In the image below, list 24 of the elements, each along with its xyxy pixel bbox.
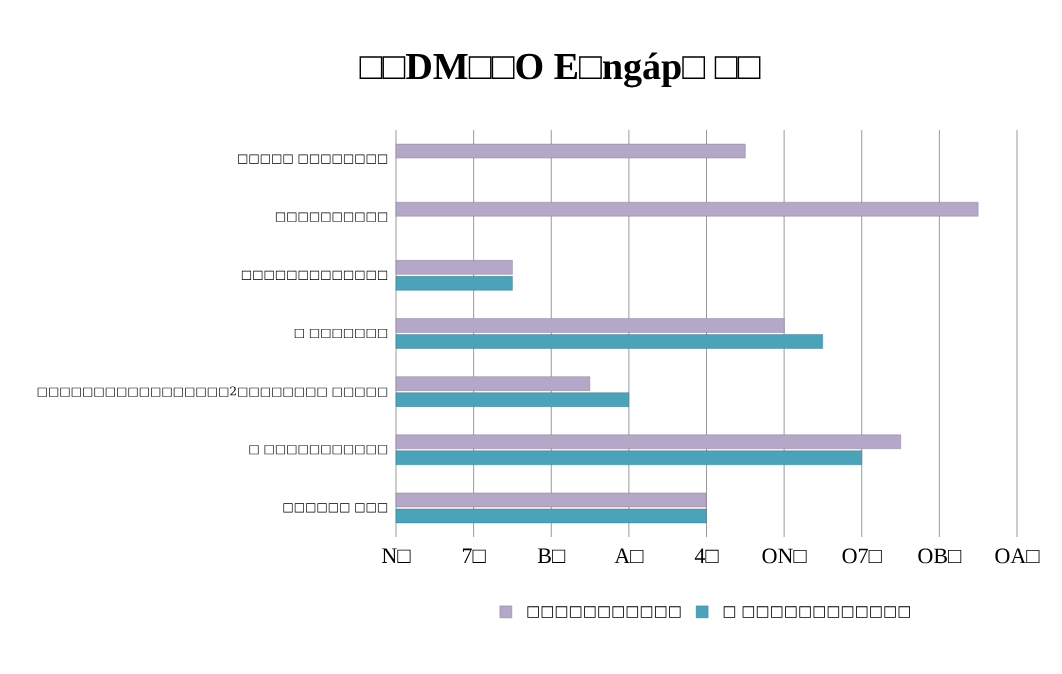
y-tick-label: □□□□□ □□□□□□□□: [238, 154, 388, 164]
y-tick-label: □□□□□□□□□□□□□□□□□2□□□□□□□□ □□□□□: [37, 386, 388, 397]
legend-label: □ □□□□□□□□□□□□: [723, 606, 910, 618]
y-tick-label: □□□□□□ □□□: [283, 503, 388, 513]
text: B□: [537, 548, 566, 563]
chart-title: □□DM□□O E□ngáp□ □□: [359, 52, 761, 88]
text: OA□: [995, 548, 1040, 564]
bar: [395, 392, 630, 407]
text: ON□: [762, 548, 807, 564]
text: 4□: [694, 548, 719, 564]
y-tick-label: □□□□□□□□□□□□□: [241, 270, 388, 280]
legend-label: □□□□□□□□□□□: [527, 606, 681, 618]
y-tick-label: □□□□□□□□□□: [275, 212, 388, 222]
y-tick-label: □ □□□□□□□□□□□: [249, 445, 388, 455]
text: 7□: [462, 548, 486, 563]
y-tick-label: □ □□□□□□□: [294, 328, 388, 339]
bar: [395, 508, 707, 524]
bar: [395, 334, 823, 349]
bar: [395, 450, 862, 465]
text: A□: [614, 548, 644, 564]
text: O7□: [842, 548, 882, 564]
text: OB□: [918, 548, 962, 564]
text: N□: [382, 548, 411, 563]
bar: [395, 276, 513, 291]
